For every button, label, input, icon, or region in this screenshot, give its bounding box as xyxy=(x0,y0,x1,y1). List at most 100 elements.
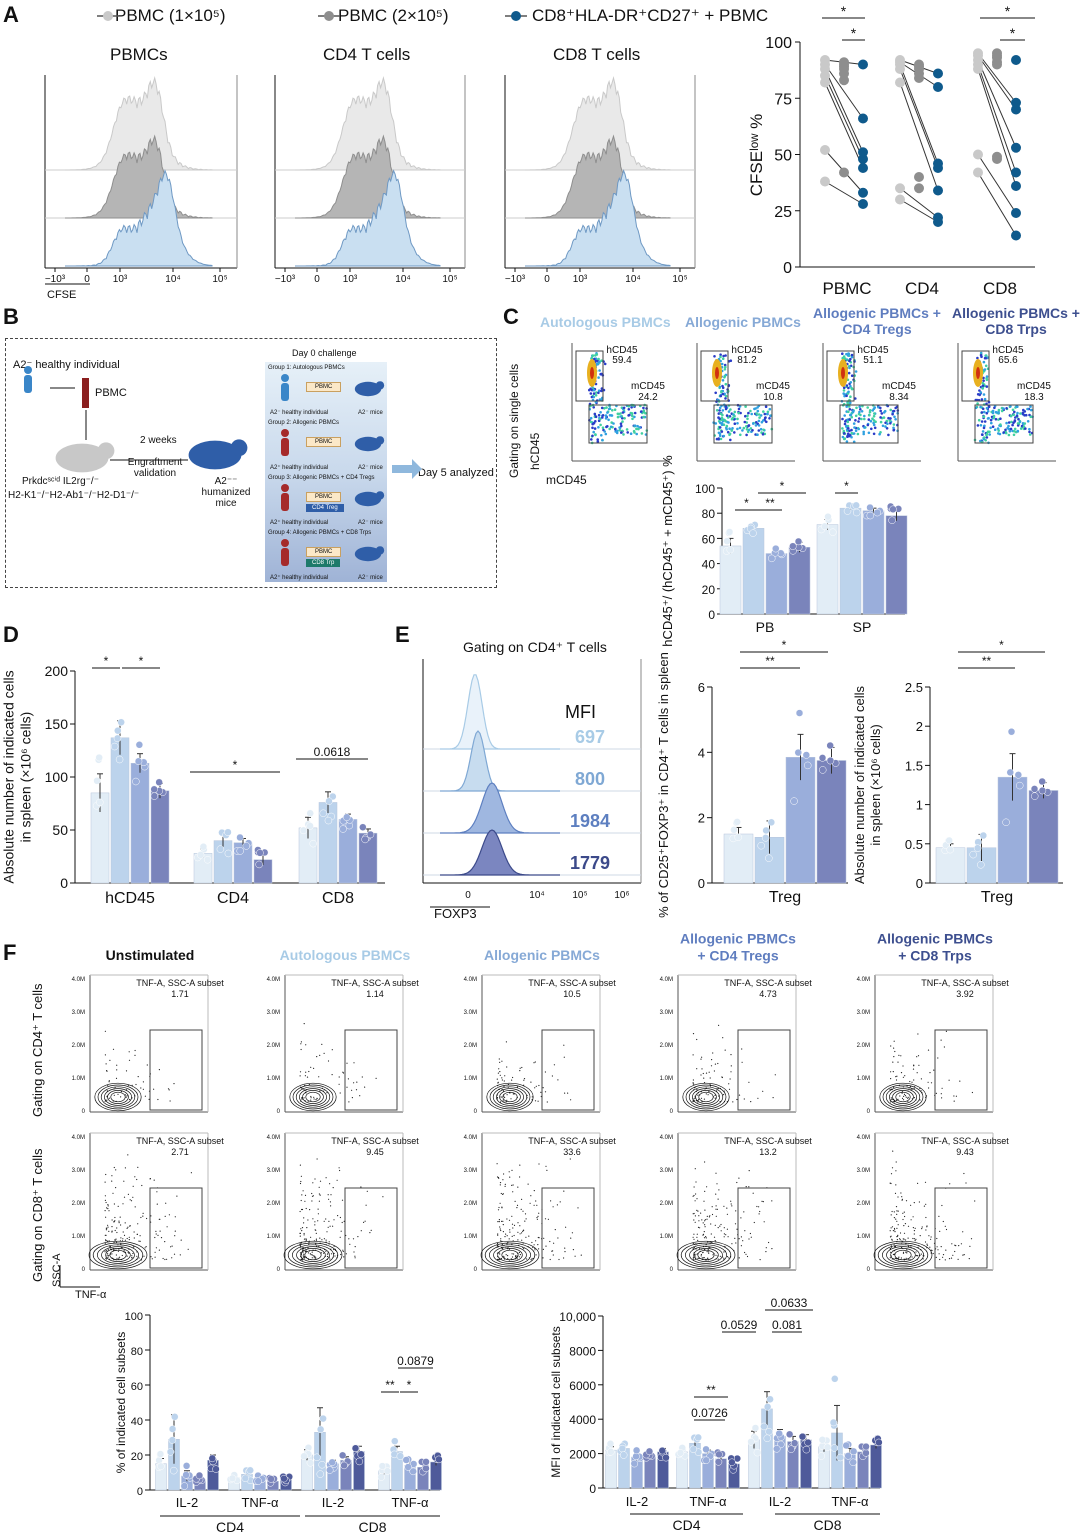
flow-event xyxy=(148,1098,150,1100)
flow-event xyxy=(557,1237,559,1239)
flow-event xyxy=(618,426,621,429)
flow-event xyxy=(115,1241,118,1243)
contour-line xyxy=(492,1086,528,1108)
flow-event xyxy=(930,1082,933,1084)
flow-event xyxy=(505,1254,507,1256)
flow-event xyxy=(613,408,617,412)
flow-event xyxy=(704,1219,707,1221)
flow-event xyxy=(765,1247,767,1249)
flow-event xyxy=(502,1248,504,1250)
flow-event xyxy=(536,1218,539,1220)
flow-event xyxy=(728,1257,730,1259)
flow-event xyxy=(890,1045,892,1047)
flow-event xyxy=(310,1099,312,1101)
flow-event xyxy=(730,1203,732,1205)
text-line: Absolute number of indicated cells xyxy=(852,686,867,885)
data-point xyxy=(839,57,849,68)
contour-line xyxy=(107,1090,129,1104)
flow-event xyxy=(304,1200,306,1202)
flow-event xyxy=(598,369,601,372)
flow-event xyxy=(696,1233,698,1235)
flow-event xyxy=(857,427,860,431)
flow-event xyxy=(728,415,732,418)
flow-event xyxy=(892,409,896,413)
flow-event xyxy=(965,1182,967,1184)
flow-event xyxy=(310,1097,312,1099)
f-ytick-label: 4.0M xyxy=(857,1135,870,1141)
flow-event xyxy=(747,411,750,415)
gate-label: TNF-A, SSC-A subset xyxy=(921,978,1009,988)
flow-event xyxy=(108,1097,110,1099)
flow-event xyxy=(903,1232,906,1234)
data-point xyxy=(830,1444,839,1452)
flow-event xyxy=(719,394,723,398)
group-label: CD4 xyxy=(672,1517,700,1533)
data-point xyxy=(359,823,367,831)
hist-title-cd4: CD4 T cells xyxy=(323,45,411,64)
flow-event xyxy=(142,1215,144,1217)
flow-event xyxy=(155,1233,157,1235)
flow-event xyxy=(897,1196,899,1198)
flow-event xyxy=(706,1251,708,1253)
flow-event xyxy=(842,392,845,395)
flow-event xyxy=(497,1259,499,1261)
flow-event xyxy=(885,427,889,430)
flow-event xyxy=(590,395,594,399)
flow-event xyxy=(693,1219,695,1221)
flow-event xyxy=(914,1227,916,1229)
panel-label-a: A xyxy=(3,2,19,27)
data-point xyxy=(224,849,233,858)
flow-event xyxy=(300,1199,302,1202)
data-point xyxy=(391,1437,399,1445)
contour-line xyxy=(493,1246,527,1264)
flow-event xyxy=(345,1253,347,1255)
flow-event xyxy=(498,1206,500,1209)
flow-event xyxy=(637,427,640,431)
flow-event xyxy=(762,1201,764,1203)
flow-event xyxy=(137,1166,139,1168)
flow-event xyxy=(124,1222,126,1224)
flow-event xyxy=(571,1232,574,1234)
flow-event xyxy=(164,1215,166,1217)
flow-event xyxy=(890,1101,892,1103)
flow-event xyxy=(530,1195,532,1197)
flow-event xyxy=(854,419,857,422)
sig-label: 0.0529 xyxy=(721,1318,758,1332)
contour-line xyxy=(682,1082,730,1112)
flow-event xyxy=(601,438,604,442)
ytick-label: 0 xyxy=(698,876,705,891)
flow-event xyxy=(914,1240,916,1242)
flow-event xyxy=(642,406,645,410)
flow-event xyxy=(692,1054,694,1056)
yaxis-label: MFI of indicated cell subsets xyxy=(549,1326,563,1477)
flow-event xyxy=(592,430,595,434)
mfi-value: 1779 xyxy=(570,853,610,873)
flow-event xyxy=(597,391,600,395)
flow-event xyxy=(913,1202,915,1204)
flow-event xyxy=(718,417,721,421)
data-point xyxy=(804,1438,812,1447)
contour-line xyxy=(496,1088,524,1106)
flow-event xyxy=(525,1236,527,1238)
flow-event xyxy=(906,1085,908,1087)
flow-event xyxy=(511,1169,513,1171)
flow-event xyxy=(841,427,844,430)
flow-event xyxy=(871,409,875,412)
flow-event xyxy=(692,1100,694,1102)
flow-event xyxy=(534,1087,536,1089)
f-ytick-label: 2.0M xyxy=(857,1043,870,1049)
flow-event xyxy=(538,1212,540,1214)
flow-event xyxy=(954,1244,956,1246)
flow-event xyxy=(554,1229,556,1231)
yaxis-label: % of CD25⁺FOXP3⁺ in CD4⁺ T cells in sple… xyxy=(656,652,671,918)
engraft-label: Engraftment validation xyxy=(127,457,183,479)
data-point xyxy=(404,1463,412,1471)
data-point xyxy=(818,1436,827,1444)
f-column-title: Autologous PBMCs xyxy=(280,947,411,963)
flow-event xyxy=(850,428,853,432)
mcd45-gate xyxy=(588,404,648,444)
flow-event xyxy=(507,1246,509,1248)
flow-event xyxy=(999,417,1002,421)
data-point xyxy=(319,809,328,818)
c-title-cd4treg: Allogenic PBMCs + CD4 Tregs xyxy=(813,305,941,337)
